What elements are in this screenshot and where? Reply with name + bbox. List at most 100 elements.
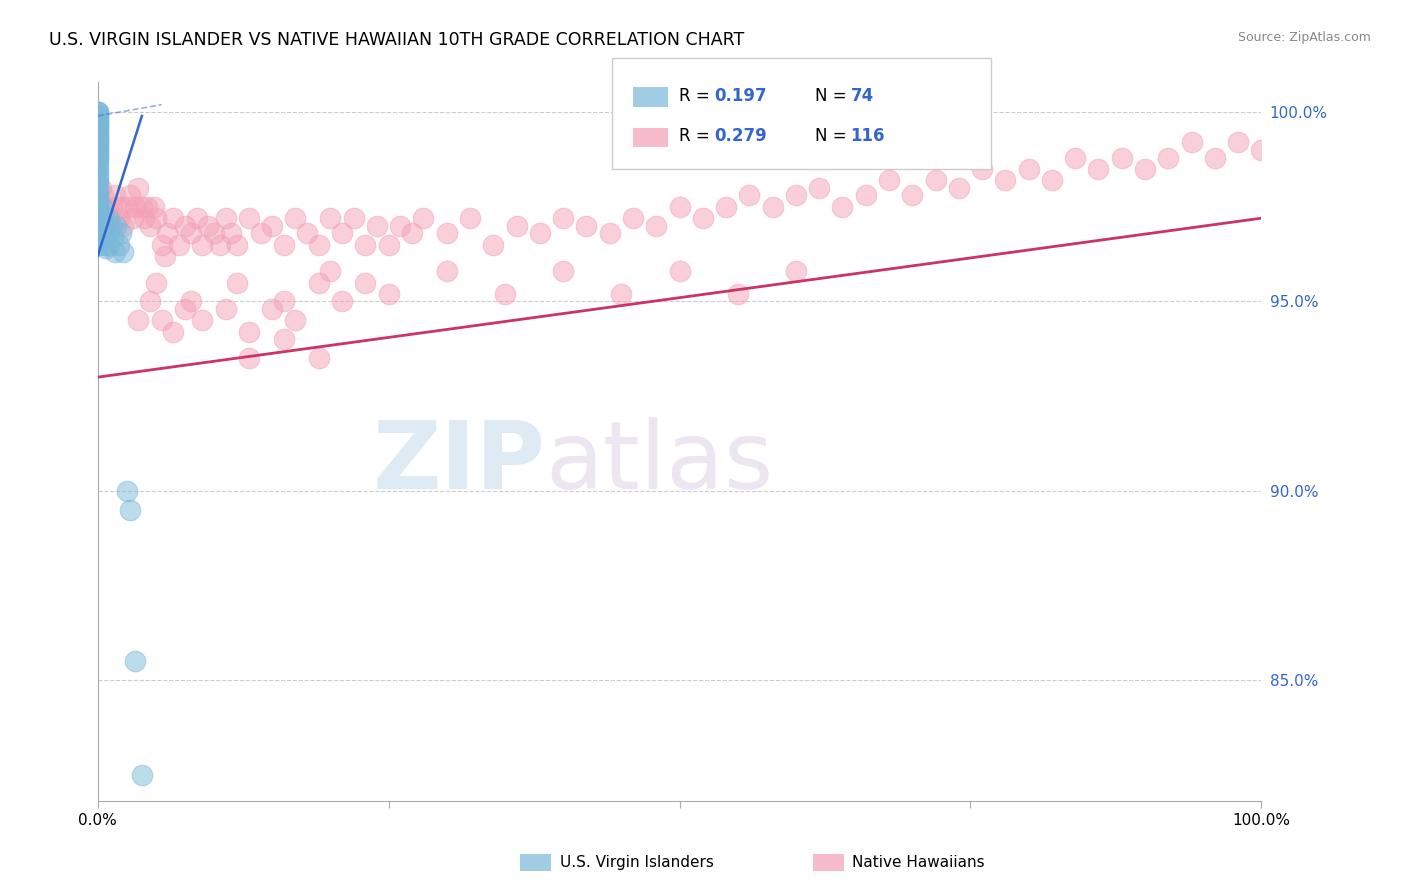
Point	[86, 234, 108, 248]
Point	[1227, 136, 1250, 150]
Point	[86, 116, 108, 130]
Point	[877, 173, 900, 187]
Point	[90, 215, 112, 229]
Point	[401, 227, 423, 241]
Point	[127, 313, 149, 327]
Point	[124, 200, 146, 214]
Point	[855, 188, 877, 202]
Point	[377, 237, 399, 252]
Point	[86, 192, 108, 206]
Point	[86, 146, 108, 161]
Point	[86, 151, 108, 165]
Point	[86, 139, 108, 153]
Point	[553, 264, 575, 278]
Point	[86, 105, 108, 120]
Point	[785, 188, 807, 202]
Point	[1250, 143, 1272, 157]
Point	[100, 200, 122, 214]
Point	[86, 131, 108, 145]
Point	[127, 181, 149, 195]
Point	[180, 227, 202, 241]
Point	[86, 109, 108, 123]
Point	[948, 181, 970, 195]
Point	[101, 230, 124, 244]
Text: U.S. Virgin Islanders: U.S. Virgin Islanders	[560, 855, 713, 870]
Point	[134, 211, 156, 226]
Point	[221, 227, 243, 241]
Point	[86, 166, 108, 180]
Text: Native Hawaiians: Native Hawaiians	[852, 855, 984, 870]
Point	[436, 227, 458, 241]
Point	[1087, 161, 1109, 176]
Point	[1133, 161, 1156, 176]
Point	[308, 351, 330, 366]
Point	[436, 264, 458, 278]
Point	[86, 151, 108, 165]
Point	[1180, 136, 1202, 150]
Point	[553, 211, 575, 226]
Point	[273, 237, 295, 252]
Point	[139, 219, 162, 233]
Point	[98, 211, 121, 226]
Point	[621, 211, 644, 226]
Point	[91, 200, 114, 214]
Point	[86, 196, 108, 211]
Point	[86, 120, 108, 135]
Point	[86, 124, 108, 138]
Point	[156, 227, 179, 241]
Point	[96, 227, 118, 241]
Point	[174, 301, 197, 316]
Point	[1204, 151, 1226, 165]
Point	[458, 211, 481, 226]
Text: 116: 116	[851, 128, 886, 145]
Point	[86, 136, 108, 150]
Point	[110, 200, 132, 214]
Point	[162, 211, 184, 226]
Text: Source: ZipAtlas.com: Source: ZipAtlas.com	[1237, 31, 1371, 45]
Point	[238, 211, 260, 226]
Point	[610, 286, 633, 301]
Point	[86, 120, 108, 135]
Point	[214, 211, 236, 226]
Point	[901, 188, 924, 202]
Point	[86, 188, 108, 202]
Point	[86, 116, 108, 130]
Point	[86, 131, 108, 145]
Point	[90, 181, 112, 195]
Point	[1111, 151, 1133, 165]
Point	[124, 654, 146, 668]
Point	[142, 200, 165, 214]
Point	[94, 242, 117, 256]
Point	[186, 211, 208, 226]
Point	[86, 211, 108, 226]
Point	[366, 219, 388, 233]
Point	[86, 207, 108, 221]
Point	[105, 219, 128, 233]
Text: 0.279: 0.279	[714, 128, 768, 145]
Point	[107, 237, 129, 252]
Point	[295, 227, 318, 241]
Point	[86, 105, 108, 120]
Text: 74: 74	[851, 87, 875, 105]
Point	[284, 313, 307, 327]
Point	[86, 161, 108, 176]
Point	[692, 211, 714, 226]
Point	[86, 128, 108, 142]
Point	[831, 200, 853, 214]
Point	[714, 200, 737, 214]
Point	[529, 227, 551, 241]
Point	[354, 276, 377, 290]
Point	[191, 313, 214, 327]
Point	[104, 188, 127, 202]
Point	[153, 249, 176, 263]
Point	[86, 200, 108, 214]
Point	[1064, 151, 1087, 165]
Point	[93, 219, 115, 233]
Point	[86, 136, 108, 150]
Point	[145, 276, 167, 290]
Point	[86, 177, 108, 191]
Point	[167, 237, 190, 252]
Point	[86, 154, 108, 169]
Point	[93, 237, 115, 252]
Point	[135, 200, 157, 214]
